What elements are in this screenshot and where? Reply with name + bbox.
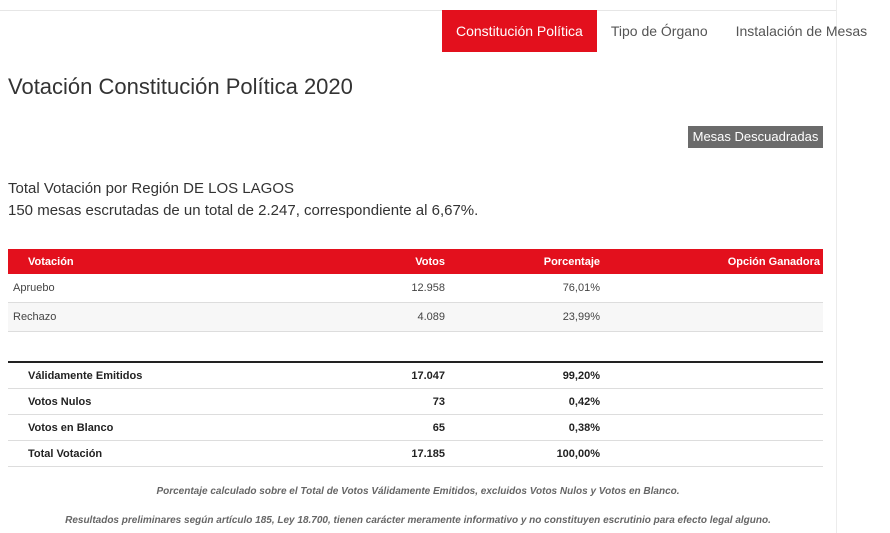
totals-percentage: 99,20% (445, 362, 600, 389)
option-percentage: 23,99% (445, 302, 600, 332)
totals-percentage: 100,00% (445, 440, 600, 467)
totals-label: Válidamente Emitidos (8, 362, 239, 389)
option-votes: 12.958 (239, 274, 445, 303)
option-winner (600, 302, 823, 332)
option-label: Rechazo (8, 302, 239, 332)
totals-percentage: 0,42% (445, 388, 600, 415)
legal-disclaimer: Resultados preliminares según artículo 1… (65, 515, 771, 526)
page-title: Votación Constitución Política 2020 (8, 74, 353, 99)
mesas-escrutadas-text: 150 mesas escrutadas de un total de 2.24… (8, 202, 479, 219)
percentage-footnote: Porcentaje calculado sobre el Total de V… (156, 486, 680, 497)
totals-row: Votos Nulos 73 0,42% (8, 388, 823, 415)
totals-percentage: 0,38% (445, 414, 600, 441)
option-winner (600, 274, 823, 303)
election-tabs: Constitución Política Tipo de Órgano Ins… (442, 10, 881, 52)
right-divider (836, 0, 837, 533)
totals-label: Votos Nulos (8, 388, 239, 415)
results-header-row: Votación Votos Porcentaje Opción Ganador… (8, 249, 823, 274)
option-label: Apruebo (8, 274, 239, 303)
totals-votes: 17.185 (239, 440, 445, 467)
totals-row: Votos en Blanco 65 0,38% (8, 414, 823, 441)
option-votes: 4.089 (239, 302, 445, 332)
totals-row: Total Votación 17.185 100,00% (8, 440, 823, 467)
table-row: Rechazo 4.089 23,99% (8, 302, 823, 332)
tab-instalacion-de-mesas[interactable]: Instalación de Mesas (735, 23, 868, 39)
totals-votes: 17.047 (239, 362, 445, 389)
column-header-opcion-ganadora: Opción Ganadora (600, 249, 823, 274)
top-divider (0, 10, 836, 11)
totals-label: Votos en Blanco (8, 414, 239, 441)
totals-label: Total Votación (8, 440, 239, 467)
results-table: Votación Votos Porcentaje Opción Ganador… (8, 249, 823, 332)
table-row: Apruebo 12.958 76,01% (8, 274, 823, 303)
option-percentage: 76,01% (445, 274, 600, 303)
totals-votes: 73 (239, 388, 445, 415)
mesas-descuadradas-button[interactable]: Mesas Descuadradas (688, 126, 823, 148)
totals-row: Válidamente Emitidos 17.047 99,20% (8, 362, 823, 389)
region-total-label: Total Votación por Región DE LOS LAGOS (8, 180, 294, 197)
column-header-votacion: Votación (8, 249, 239, 274)
results-summary: Total Votación por Región DE LOS LAGOS 1… (8, 178, 478, 222)
totals-table: Válidamente Emitidos 17.047 99,20% Votos… (8, 361, 823, 467)
column-header-votos: Votos (239, 249, 445, 274)
tab-constitucion-politica[interactable]: Constitución Política (442, 10, 597, 52)
totals-votes: 65 (239, 414, 445, 441)
column-header-porcentaje: Porcentaje (445, 249, 600, 274)
tab-tipo-de-organo[interactable]: Tipo de Órgano (610, 23, 708, 39)
